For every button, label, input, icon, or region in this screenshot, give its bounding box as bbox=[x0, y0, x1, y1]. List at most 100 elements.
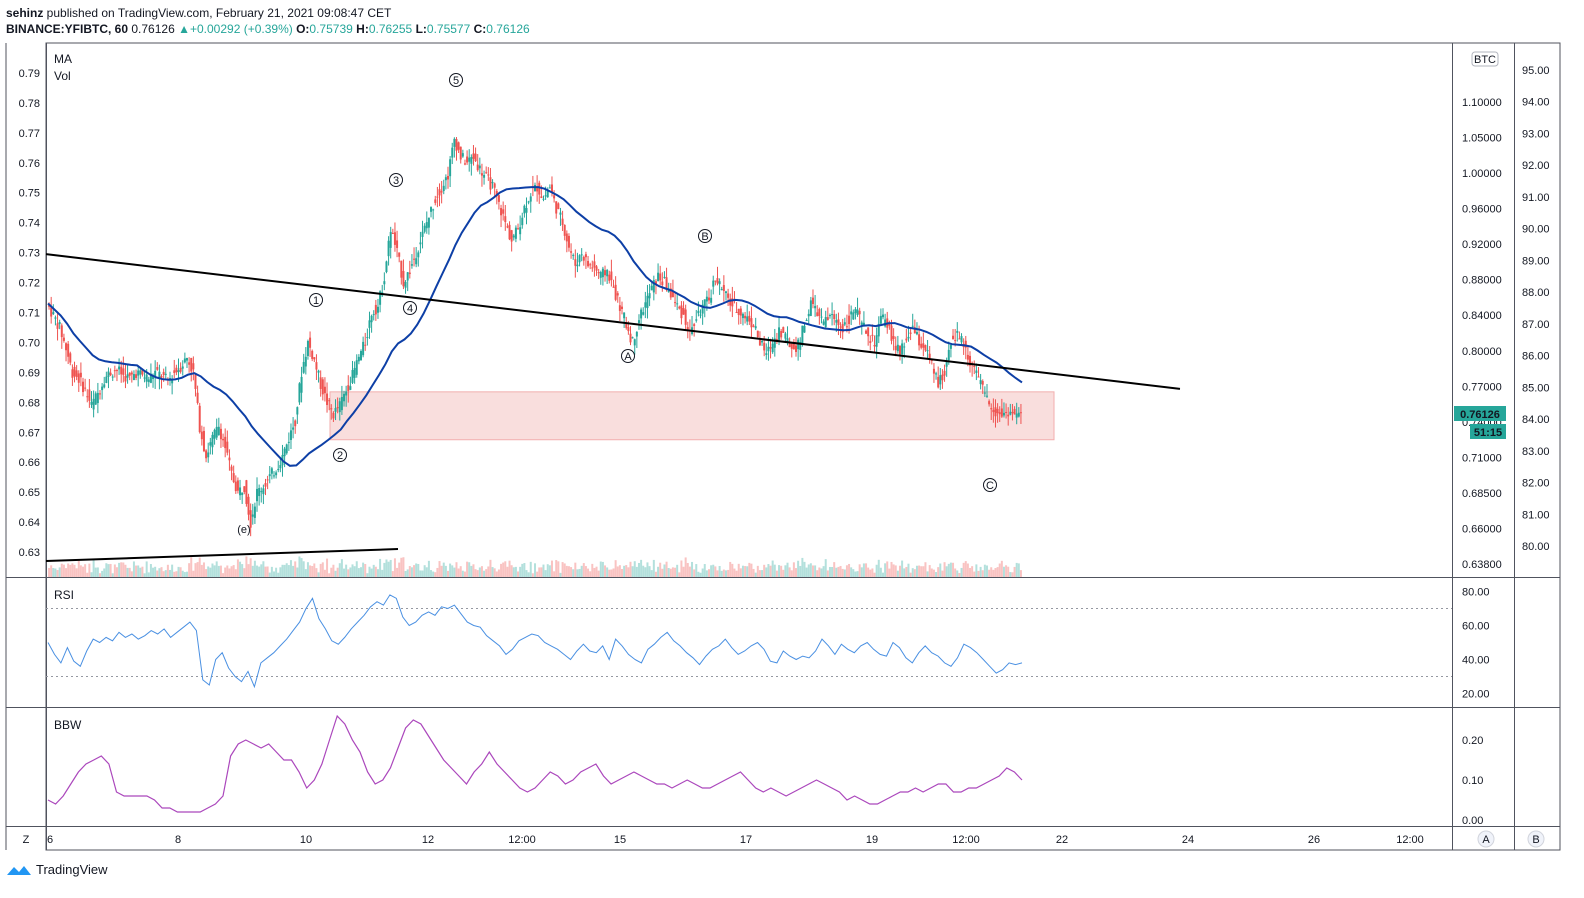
volume-bar bbox=[911, 568, 914, 577]
candle-body bbox=[364, 344, 367, 346]
bbw-indicator-label[interactable]: BBW bbox=[54, 718, 82, 732]
candle-body bbox=[635, 331, 638, 337]
candle-body bbox=[217, 426, 220, 436]
volume-bar bbox=[604, 565, 607, 577]
candle-body bbox=[319, 377, 322, 389]
volume-bar bbox=[92, 559, 95, 577]
volume-bar bbox=[858, 564, 861, 577]
volume-bar bbox=[175, 571, 178, 577]
candle-body bbox=[979, 380, 982, 385]
volume-bar bbox=[62, 564, 65, 577]
volume-bar bbox=[408, 566, 411, 577]
volume-bar bbox=[595, 566, 598, 577]
candle-body bbox=[820, 316, 823, 318]
volume-bar bbox=[729, 561, 732, 577]
volume-bar bbox=[451, 565, 454, 577]
candle-body bbox=[888, 323, 891, 326]
candle-body bbox=[67, 343, 70, 357]
candle-body bbox=[130, 372, 133, 375]
candle-body bbox=[593, 261, 596, 268]
candle-body bbox=[296, 407, 299, 415]
candle-body bbox=[958, 338, 961, 340]
right-price-tick-label: 0.92000 bbox=[1462, 239, 1502, 251]
volume-bar bbox=[478, 567, 481, 577]
wave-label: C bbox=[986, 480, 994, 492]
volume-bar bbox=[506, 566, 509, 577]
volume-bar bbox=[654, 571, 657, 577]
volume-bar bbox=[500, 563, 503, 577]
volume-bar bbox=[901, 560, 904, 577]
volume-bar bbox=[665, 561, 668, 577]
volume-bar bbox=[903, 568, 906, 577]
candle-body bbox=[478, 165, 481, 169]
volume-bar bbox=[576, 569, 579, 577]
author-name[interactable]: sehinz bbox=[6, 6, 44, 20]
candle-body bbox=[570, 251, 573, 253]
candle-body bbox=[132, 374, 135, 380]
candle-body bbox=[285, 444, 288, 454]
candle-body bbox=[351, 369, 354, 383]
volume-bar bbox=[975, 564, 978, 577]
candle-body bbox=[788, 342, 791, 348]
volume-bar bbox=[427, 560, 430, 577]
volume-bar bbox=[758, 570, 761, 577]
volume-bar bbox=[621, 568, 624, 577]
candle-body bbox=[328, 400, 331, 402]
volume-bar bbox=[56, 570, 59, 577]
volume-bar bbox=[351, 564, 354, 577]
candle-body bbox=[444, 177, 447, 181]
volume-bar bbox=[491, 567, 494, 577]
candle-body bbox=[406, 272, 409, 281]
candle-body bbox=[746, 316, 749, 322]
volume-bar bbox=[790, 570, 793, 577]
tradingview-brand[interactable]: TradingView bbox=[36, 862, 108, 877]
volume-bar bbox=[678, 572, 681, 577]
volume-bar bbox=[574, 562, 577, 577]
candle-body bbox=[60, 325, 63, 338]
candle-body bbox=[268, 474, 271, 477]
candle-body bbox=[610, 271, 613, 281]
candle-body bbox=[744, 315, 747, 319]
candle-body bbox=[992, 409, 995, 413]
candle-body bbox=[355, 360, 358, 375]
volume-bar bbox=[775, 570, 778, 577]
volume-bar bbox=[334, 570, 337, 577]
candle-body bbox=[637, 320, 640, 323]
left-y-tick-label: 0.76 bbox=[19, 158, 40, 170]
candle-body bbox=[139, 370, 142, 375]
candle-body bbox=[697, 310, 700, 314]
volume-bar bbox=[994, 568, 997, 577]
candle-body bbox=[854, 309, 857, 314]
vol-indicator-label[interactable]: Vol bbox=[54, 69, 71, 83]
candle-body bbox=[722, 285, 725, 291]
volume-bar bbox=[279, 567, 282, 577]
candle-body bbox=[453, 138, 456, 147]
symbol-name[interactable]: BINANCE:YFIBTC, 60 bbox=[6, 22, 129, 36]
candle-body bbox=[599, 272, 602, 278]
candle-body bbox=[396, 240, 399, 248]
candle-body bbox=[262, 488, 265, 495]
candle-body bbox=[152, 376, 155, 380]
volume-bar bbox=[778, 565, 781, 577]
candle-body bbox=[56, 323, 59, 329]
ma-indicator-label[interactable]: MA bbox=[54, 52, 72, 66]
candle-body bbox=[871, 334, 874, 336]
volume-bar bbox=[797, 560, 800, 577]
volume-bar bbox=[648, 566, 651, 577]
volume-bar bbox=[281, 564, 284, 577]
volume-scale-tick-label: 93.00 bbox=[1522, 128, 1550, 140]
volume-bar bbox=[979, 566, 982, 577]
left-y-tick-label: 0.69 bbox=[19, 367, 40, 379]
candle-body bbox=[964, 340, 967, 348]
volume-bar bbox=[922, 566, 925, 577]
candle-body bbox=[860, 322, 863, 325]
volume-bar bbox=[120, 562, 123, 577]
volume-bar bbox=[737, 563, 740, 577]
volume-bar bbox=[410, 567, 413, 577]
volume-bar bbox=[1017, 563, 1020, 577]
rsi-indicator-label[interactable]: RSI bbox=[54, 588, 74, 602]
candle-body bbox=[115, 370, 118, 372]
volume-bar bbox=[302, 561, 305, 577]
candle-body bbox=[521, 217, 524, 226]
